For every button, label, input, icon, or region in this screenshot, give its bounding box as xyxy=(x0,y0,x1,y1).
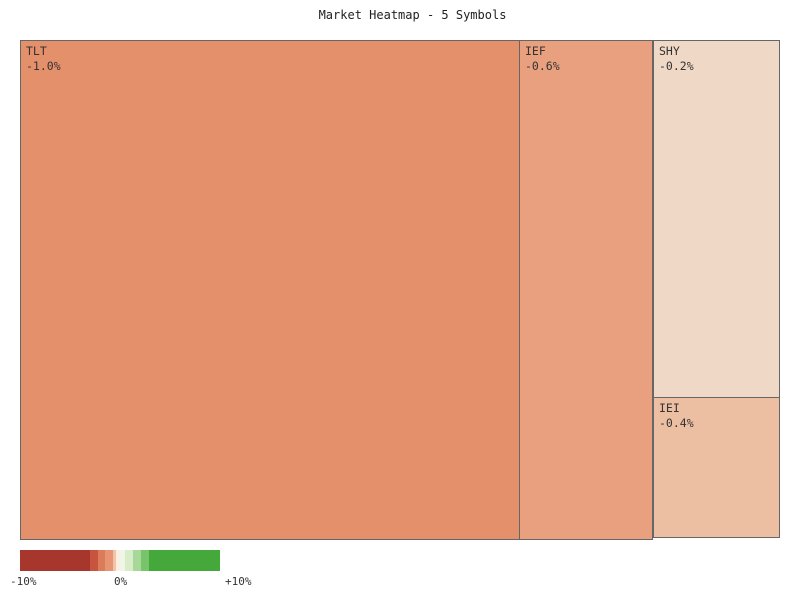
tile-change: -1.0% xyxy=(26,59,61,73)
chart-title: Market Heatmap - 5 Symbols xyxy=(318,8,507,22)
tile-symbol: IEF xyxy=(525,44,546,58)
tile-change: -0.6% xyxy=(525,59,560,73)
legend-segment xyxy=(113,550,116,571)
legend-segment xyxy=(149,550,220,571)
tile-ief[interactable]: IEF -0.6% xyxy=(519,40,653,540)
legend-min-label: -10% xyxy=(10,575,37,588)
tile-symbol: TLT xyxy=(26,44,47,58)
legend-segment xyxy=(120,550,125,571)
tile-iei[interactable]: IEI -0.4% xyxy=(653,397,780,538)
legend-segment xyxy=(125,550,133,571)
legend-max-label: +10% xyxy=(225,575,252,588)
legend-segment xyxy=(116,550,120,571)
legend-segment xyxy=(98,550,105,571)
legend-segment xyxy=(20,550,90,571)
tile-change: -0.2% xyxy=(659,59,694,73)
legend-segment xyxy=(105,550,113,571)
tile-change: -0.4% xyxy=(659,416,694,430)
tile-symbol: IEI xyxy=(659,401,680,415)
legend-segment xyxy=(133,550,141,571)
legend-segment xyxy=(90,550,98,571)
tile-shy[interactable]: SHY -0.2% xyxy=(653,40,780,398)
legend-mid-label: 0% xyxy=(114,575,128,588)
legend-segment xyxy=(141,550,149,571)
tile-tlt[interactable]: TLT -1.0% xyxy=(20,40,520,540)
color-scale-legend xyxy=(20,550,220,571)
tile-symbol: SHY xyxy=(659,44,680,58)
